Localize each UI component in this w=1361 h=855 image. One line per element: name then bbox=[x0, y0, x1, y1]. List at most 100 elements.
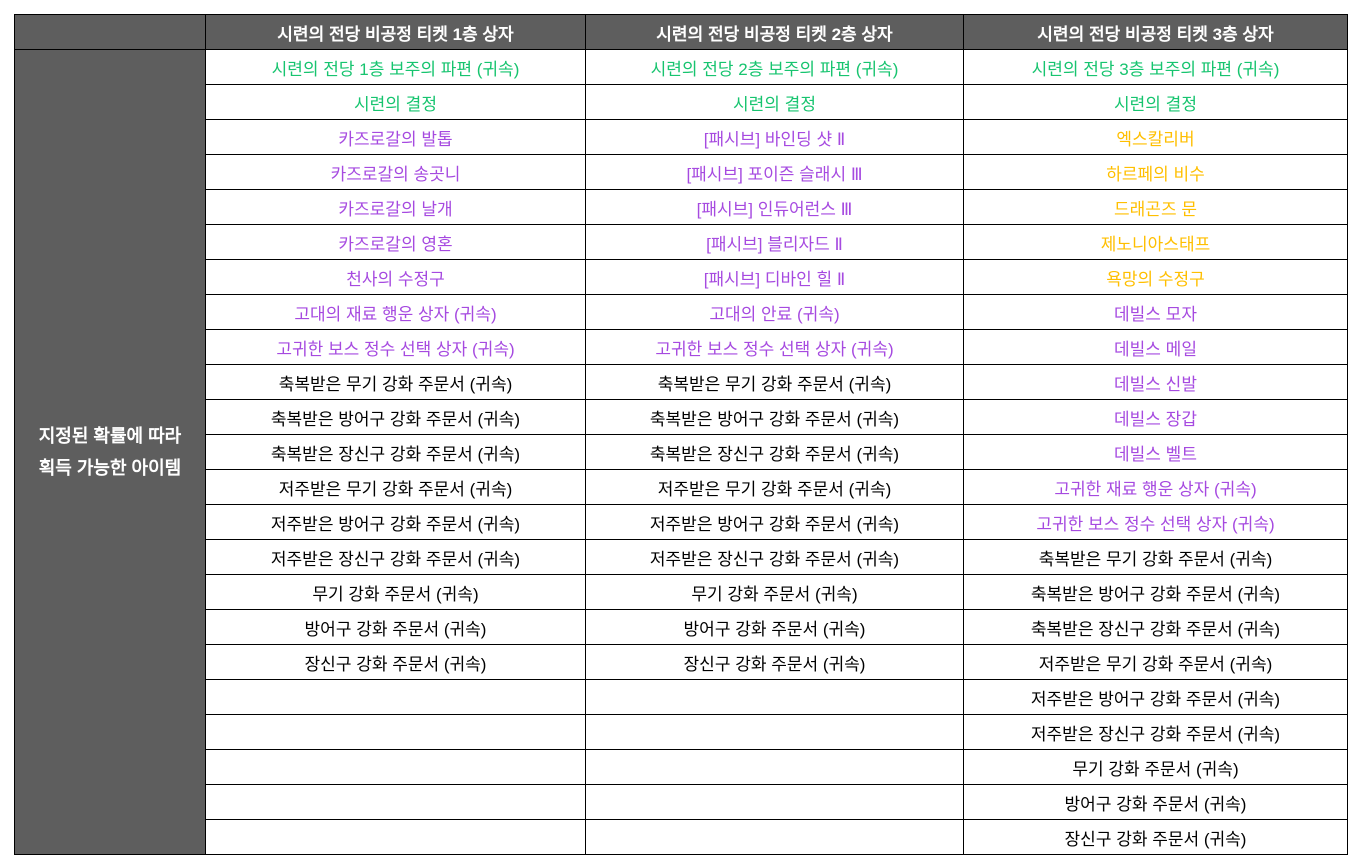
item-cell: 데빌스 신발 bbox=[963, 364, 1348, 400]
item-cell: 시련의 전당 2층 보주의 파편 (귀속) bbox=[585, 49, 964, 85]
item-cell: 축복받은 장신구 강화 주문서 (귀속) bbox=[963, 609, 1348, 645]
item-cell: 저주받은 장신구 강화 주문서 (귀속) bbox=[585, 539, 964, 575]
column-header-box-floor-3: 시련의 전당 비공정 티켓 3층 상자 bbox=[963, 14, 1348, 50]
item-cell: 축복받은 장신구 강화 주문서 (귀속) bbox=[205, 434, 586, 470]
table-row: 무기 강화 주문서 (귀속) 무기 강화 주문서 (귀속) 축복받은 방어구 강화 … bbox=[15, 574, 1348, 610]
item-cell: 제노니아스태프 bbox=[963, 224, 1348, 260]
item-cell: 고대의 안료 (귀속) bbox=[585, 294, 964, 330]
item-cell: 데빌스 벨트 bbox=[963, 434, 1348, 470]
empty-cell bbox=[205, 749, 586, 785]
item-cell: 시련의 전당 3층 보주의 파편 (귀속) bbox=[963, 49, 1348, 85]
empty-cell bbox=[585, 749, 964, 785]
item-cell: [패시브] 바인딩 샷 Ⅱ bbox=[585, 119, 964, 155]
table-row: 고귀한 보스 정수 선택 상자 (귀속) 고귀한 보스 정수 선택 상자 (귀속)… bbox=[15, 329, 1348, 365]
item-cell: 드래곤즈 문 bbox=[963, 189, 1348, 225]
item-cell: 무기 강화 주문서 (귀속) bbox=[585, 574, 964, 610]
table-row: 고대의 재료 행운 상자 (귀속) 고대의 안료 (귀속) 데빌스 모자 bbox=[15, 294, 1348, 330]
loot-table: 시련의 전당 비공정 티켓 1층 상자 시련의 전당 비공정 티켓 2층 상자 … bbox=[14, 14, 1348, 855]
table-row: 천사의 수정구 [패시브] 디바인 힐 Ⅱ 욕망의 수정구 bbox=[15, 259, 1348, 295]
table-row: 저주받은 방어구 강화 주문서 (귀속) bbox=[15, 679, 1348, 715]
item-cell: 축복받은 방어구 강화 주문서 (귀속) bbox=[585, 399, 964, 435]
item-cell: [패시브] 포이즌 슬래시 Ⅲ bbox=[585, 154, 964, 190]
table-row: 저주받은 장신구 강화 주문서 (귀속) 저주받은 장신구 강화 주문서 (귀속)… bbox=[15, 539, 1348, 575]
item-cell: 방어구 강화 주문서 (귀속) bbox=[963, 784, 1348, 820]
item-cell: 욕망의 수정구 bbox=[963, 259, 1348, 295]
table-row: 저주받은 방어구 강화 주문서 (귀속) 저주받은 방어구 강화 주문서 (귀속)… bbox=[15, 504, 1348, 540]
item-cell: [패시브] 인듀어런스 Ⅲ bbox=[585, 189, 964, 225]
item-cell: 저주받은 방어구 강화 주문서 (귀속) bbox=[585, 504, 964, 540]
item-cell: 고귀한 보스 정수 선택 상자 (귀속) bbox=[585, 329, 964, 365]
item-cell: 저주받은 무기 강화 주문서 (귀속) bbox=[963, 644, 1348, 680]
item-cell: 엑스칼리버 bbox=[963, 119, 1348, 155]
table-row: 카즈로갈의 발톱 [패시브] 바인딩 샷 Ⅱ 엑스칼리버 bbox=[15, 119, 1348, 155]
empty-cell bbox=[585, 819, 964, 855]
item-cell: 장신구 강화 주문서 (귀속) bbox=[205, 644, 586, 680]
item-cell: 시련의 전당 1층 보주의 파편 (귀속) bbox=[205, 49, 586, 85]
item-cell: 축복받은 방어구 강화 주문서 (귀속) bbox=[205, 399, 586, 435]
item-cell: 저주받은 무기 강화 주문서 (귀속) bbox=[585, 469, 964, 505]
item-cell: 시련의 결정 bbox=[205, 84, 586, 120]
empty-cell bbox=[205, 679, 586, 715]
table-row: 카즈로갈의 송곳니 [패시브] 포이즌 슬래시 Ⅲ 하르페의 비수 bbox=[15, 154, 1348, 190]
item-cell: [패시브] 블리자드 Ⅱ bbox=[585, 224, 964, 260]
column-header-box-floor-1: 시련의 전당 비공정 티켓 1층 상자 bbox=[205, 14, 586, 50]
item-cell: 데빌스 장갑 bbox=[963, 399, 1348, 435]
item-cell: 시련의 결정 bbox=[963, 84, 1348, 120]
item-cell: 저주받은 무기 강화 주문서 (귀속) bbox=[205, 469, 586, 505]
table-row: 장신구 강화 주문서 (귀속) 장신구 강화 주문서 (귀속) 저주받은 무기 강화… bbox=[15, 644, 1348, 680]
table-row: 축복받은 방어구 강화 주문서 (귀속) 축복받은 방어구 강화 주문서 (귀속)… bbox=[15, 399, 1348, 435]
item-cell: 고귀한 보스 정수 선택 상자 (귀속) bbox=[205, 329, 586, 365]
table-row: 축복받은 장신구 강화 주문서 (귀속) 축복받은 장신구 강화 주문서 (귀속)… bbox=[15, 434, 1348, 470]
item-cell: 카즈로갈의 날개 bbox=[205, 189, 586, 225]
table-row: 축복받은 무기 강화 주문서 (귀속) 축복받은 무기 강화 주문서 (귀속) 데빌… bbox=[15, 364, 1348, 400]
item-cell: 축복받은 무기 강화 주문서 (귀속) bbox=[205, 364, 586, 400]
item-cell: 축복받은 장신구 강화 주문서 (귀속) bbox=[585, 434, 964, 470]
item-cell: 천사의 수정구 bbox=[205, 259, 586, 295]
table-row: 저주받은 무기 강화 주문서 (귀속) 저주받은 무기 강화 주문서 (귀속) 고귀… bbox=[15, 469, 1348, 505]
item-cell: 카즈로갈의 송곳니 bbox=[205, 154, 586, 190]
corner-cell bbox=[14, 14, 206, 50]
item-cell: 저주받은 장신구 강화 주문서 (귀속) bbox=[963, 714, 1348, 750]
table-row: 카즈로갈의 날개 [패시브] 인듀어런스 Ⅲ 드래곤즈 문 bbox=[15, 189, 1348, 225]
item-cell: 무기 강화 주문서 (귀속) bbox=[963, 749, 1348, 785]
item-cell: 카즈로갈의 영혼 bbox=[205, 224, 586, 260]
item-cell: 고대의 재료 행운 상자 (귀속) bbox=[205, 294, 586, 330]
item-cell: 방어구 강화 주문서 (귀속) bbox=[585, 609, 964, 645]
item-cell: 카즈로갈의 발톱 bbox=[205, 119, 586, 155]
empty-cell bbox=[205, 714, 586, 750]
empty-cell bbox=[585, 679, 964, 715]
table-row: 저주받은 장신구 강화 주문서 (귀속) bbox=[15, 714, 1348, 750]
table-row: 방어구 강화 주문서 (귀속) 방어구 강화 주문서 (귀속) 축복받은 장신구 강… bbox=[15, 609, 1348, 645]
column-header-box-floor-2: 시련의 전당 비공정 티켓 2층 상자 bbox=[585, 14, 964, 50]
item-cell: 고귀한 보스 정수 선택 상자 (귀속) bbox=[963, 504, 1348, 540]
item-cell: [패시브] 디바인 힐 Ⅱ bbox=[585, 259, 964, 295]
item-cell: 축복받은 방어구 강화 주문서 (귀속) bbox=[963, 574, 1348, 610]
header-row: 시련의 전당 비공정 티켓 1층 상자 시련의 전당 비공정 티켓 2층 상자 … bbox=[14, 14, 1348, 50]
table-row: 무기 강화 주문서 (귀속) bbox=[15, 749, 1348, 785]
item-cell: 무기 강화 주문서 (귀속) bbox=[205, 574, 586, 610]
item-cell: 저주받은 방어구 강화 주문서 (귀속) bbox=[963, 679, 1348, 715]
table-row: 지정된 확률에 따라 획득 가능한 아이템 시련의 전당 1층 보주의 파편 (귀속… bbox=[14, 49, 1348, 855]
empty-cell bbox=[205, 819, 586, 855]
empty-cell bbox=[585, 784, 964, 820]
empty-cell bbox=[585, 714, 964, 750]
item-cell: 데빌스 메일 bbox=[963, 329, 1348, 365]
row-header-line: 지정된 확률에 따라 bbox=[38, 425, 182, 446]
item-cell: 장신구 강화 주문서 (귀속) bbox=[963, 819, 1348, 855]
table-row: 장신구 강화 주문서 (귀속) bbox=[15, 819, 1348, 855]
item-cell: 시련의 결정 bbox=[585, 84, 964, 120]
table-row: 방어구 강화 주문서 (귀속) bbox=[15, 784, 1348, 820]
item-cell: 고귀한 재료 행운 상자 (귀속) bbox=[963, 469, 1348, 505]
table-row: 시련의 결정 시련의 결정 시련의 결정 bbox=[15, 84, 1348, 120]
item-cell: 방어구 강화 주문서 (귀속) bbox=[205, 609, 586, 645]
item-cell: 하르페의 비수 bbox=[963, 154, 1348, 190]
table-row: 카즈로갈의 영혼 [패시브] 블리자드 Ⅱ 제노니아스태프 bbox=[15, 224, 1348, 260]
item-cell: 장신구 강화 주문서 (귀속) bbox=[585, 644, 964, 680]
item-cell: 축복받은 무기 강화 주문서 (귀속) bbox=[963, 539, 1348, 575]
row-header-line: 획득 가능한 아이템 bbox=[38, 458, 182, 478]
item-cell: 저주받은 장신구 강화 주문서 (귀속) bbox=[205, 539, 586, 575]
item-cell: 데빌스 모자 bbox=[963, 294, 1348, 330]
item-cell: 저주받은 방어구 강화 주문서 (귀속) bbox=[205, 504, 586, 540]
